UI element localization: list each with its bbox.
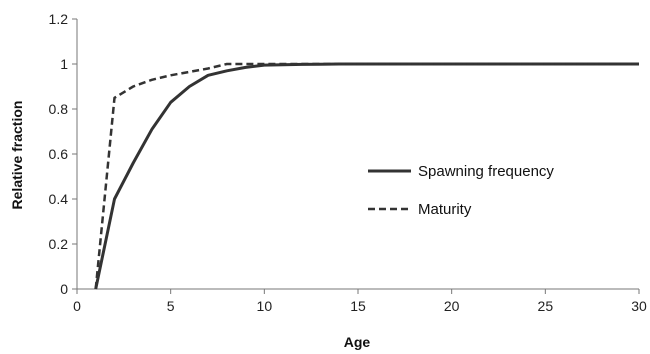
x-tick-label: 30 bbox=[631, 298, 647, 314]
x-tick-label: 5 bbox=[167, 298, 175, 314]
y-tick-label: 0.2 bbox=[49, 236, 69, 252]
legend: Spawning frequency Maturity bbox=[368, 163, 554, 218]
y-tick-label: 1 bbox=[60, 56, 68, 72]
series-line-spawning-frequency bbox=[94, 62, 639, 290]
series-line-maturity bbox=[94, 62, 639, 290]
y-tick-label: 1.2 bbox=[49, 11, 69, 27]
legend-label-maturity: Maturity bbox=[418, 201, 472, 218]
axes: 0 0.2 0.4 0.6 0.8 1 1.2 0 5 10 15 20 25 30 bbox=[49, 11, 647, 314]
x-tick-label: 0 bbox=[73, 298, 81, 314]
x-tick-label: 10 bbox=[257, 298, 273, 314]
y-tick-label: 0 bbox=[60, 281, 68, 297]
legend-label-spawning-frequency: Spawning frequency bbox=[418, 163, 554, 180]
y-tick-label: 0.6 bbox=[49, 146, 69, 162]
x-axis-title: Age bbox=[344, 334, 371, 350]
y-tick-label: 0.8 bbox=[49, 101, 69, 117]
x-tick-label: 15 bbox=[350, 298, 366, 314]
y-axis-title: Relative fraction bbox=[9, 101, 25, 210]
x-tick-label: 20 bbox=[444, 298, 460, 314]
x-tick-label: 25 bbox=[538, 298, 554, 314]
y-tick-label: 0.4 bbox=[49, 191, 69, 207]
series-lines bbox=[94, 62, 639, 290]
